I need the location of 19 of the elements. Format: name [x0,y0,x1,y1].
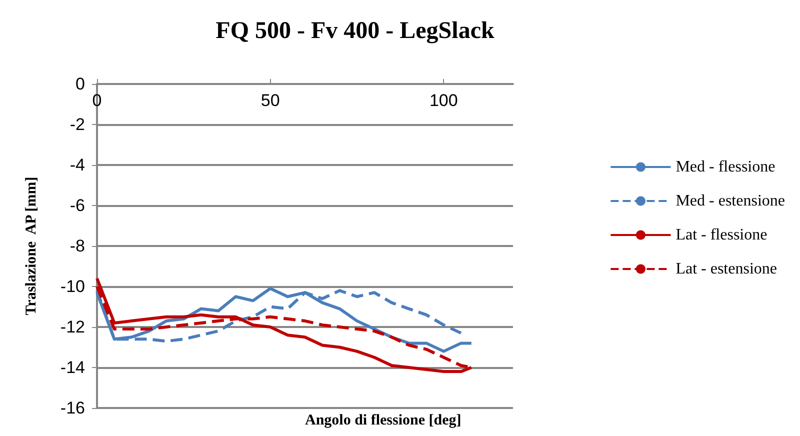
x-tick-label: 50 [260,91,280,110]
y-tick-label: 0 [76,74,85,94]
y-tick-label: -4 [70,156,85,174]
y-axis-title: Traslazione AP [mm] [24,176,40,316]
y-tick-label: -16 [60,398,85,418]
legend-label: Med - estensione [676,192,786,210]
x-tick-label: 100 [429,91,458,110]
y-tick-label: -6 [70,196,85,215]
x-axis-title: Angolo di flessione [deg] [304,412,462,428]
y-tick-label: -12 [60,318,85,336]
legend-label: Med - flessione [676,158,776,176]
y-tick-label: -10 [60,277,85,296]
legend-label: Lat - estensione [676,260,777,278]
y-tick-label: -14 [60,358,85,377]
y-tick-label: -8 [70,236,85,256]
legend-label: Lat - flessione [676,226,768,244]
chart-title: FQ 500 - Fv 400 - LegSlack [216,18,495,44]
y-tick-label: -2 [70,115,85,134]
x-tick-label: 0 [92,91,102,110]
